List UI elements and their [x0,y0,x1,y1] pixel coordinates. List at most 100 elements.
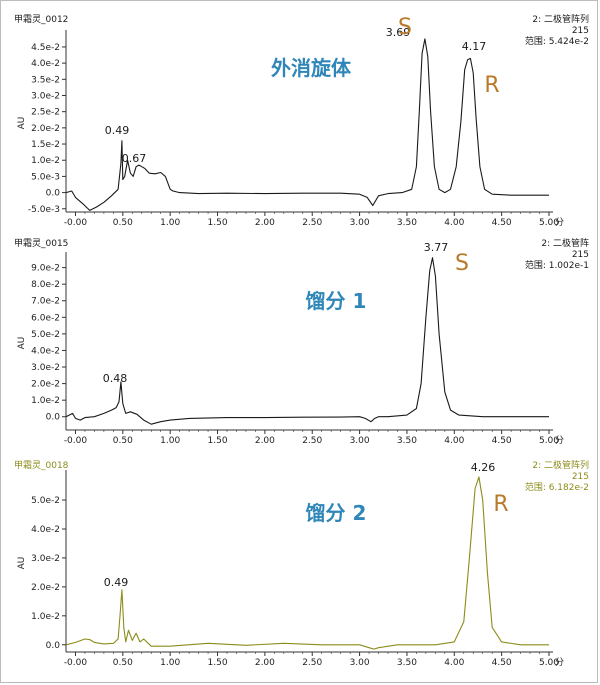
y-tick-label: 5.0e-2 [31,496,60,506]
x-tick-label: 3.00 [350,218,370,228]
x-tick-label: 4.50 [492,436,512,446]
peak-retention-label: 3.77 [424,241,449,254]
x-tick-label: 2.50 [302,218,322,228]
detector-info-line: 2: 二极管阵 [541,237,589,249]
x-tick-label: 0.50 [113,436,133,446]
y-tick-label: 3.0e-2 [31,363,60,373]
chromatogram-trace [65,257,549,425]
detector-info-line: 215 [572,26,589,36]
y-tick-label: 6.0e-2 [31,313,60,323]
x-tick-label: 1.50 [208,218,228,228]
x-tick-label: 0.50 [113,218,133,228]
chromatogram-panel-2: -0.00 0.50 1.00 1.50 2.00 2.50 3.00 3.50 4.00 4.5… [14,237,589,446]
peak-retention-label: 4.17 [462,40,487,53]
x-unit-label: 分 [555,217,564,228]
detector-info-line: 范围: 1.002e-1 [525,259,589,271]
sample-name: 甲霜灵_0015 [14,238,68,249]
x-tick-label: 4.50 [492,658,512,668]
x-tick-label: 2.50 [302,658,322,668]
peak-retention-label: 0.48 [103,372,128,385]
y-tick-label: 9.0e-2 [31,264,60,274]
x-tick-label: 4.50 [492,218,512,228]
detector-info-line: 215 [572,250,589,260]
y-tick-label: 7.0e-2 [31,297,60,307]
y-tick-label: 2.5e-2 [31,108,60,118]
panel-title: 馏分 2 [306,501,367,525]
x-tick-label: 3.00 [350,658,370,668]
y-tick-label: 0.0 [46,641,61,651]
y-tick-label: -5.0e-3 [28,205,60,215]
y-tick-label: 4.5e-2 [31,43,60,53]
enantiomer-label: S [455,251,469,276]
peak-retention-label: 4.26 [471,461,496,474]
x-tick-label: 1.00 [160,436,180,446]
x-tick-label: 5.00 [539,436,559,446]
y-tick-label: 0.0 [46,189,61,199]
x-tick-label: 5.00 [539,658,559,668]
y-tick-label: 3.0e-2 [31,91,60,101]
y-tick-label: 1.0e-2 [31,612,60,622]
chromatogram-panel-3: -0.00 0.50 1.00 1.50 2.00 2.50 3.00 3.50 4.00 4.5… [14,459,589,668]
peak-retention-label: 0.49 [104,576,129,589]
x-tick-label: 3.50 [397,218,417,228]
x-tick-label: 4.00 [444,658,464,668]
y-tick-label: 2.0e-2 [31,583,60,593]
chromatogram-trace [65,476,549,650]
y-tick-label: 2.0e-2 [31,380,60,390]
chromatogram-trace [65,38,549,211]
y-tick-label: 8.0e-2 [31,280,60,290]
y-tick-label: 4.0e-2 [31,59,60,69]
x-tick-label: 5.00 [539,218,559,228]
x-unit-label: 分 [555,435,564,446]
x-tick-label: -0.00 [64,658,88,668]
x-tick-label: -0.00 [64,436,88,446]
x-tick-label: 3.50 [397,658,417,668]
y-tick-label: 4.0e-2 [31,346,60,356]
x-tick-label: 1.00 [160,658,180,668]
peak-retention-label: 0.67 [122,152,147,165]
detector-info-line: 2: 二极管阵列 [532,13,589,25]
peak-retention-label: 0.49 [105,124,130,137]
y-tick-label: 3.0e-2 [31,554,60,564]
x-tick-label: 1.50 [208,658,228,668]
y-tick-label: 3.5e-2 [31,75,60,85]
x-tick-label: 1.50 [208,436,228,446]
y-tick-label: 1.0e-2 [31,156,60,166]
peak-retention-label: 3.69 [386,26,411,39]
x-unit-label: 分 [555,657,564,668]
x-tick-label: 2.00 [255,658,275,668]
y-axis-label: AU [17,557,27,570]
x-tick-label: 4.00 [444,218,464,228]
y-tick-label: 5.0e-3 [31,172,60,182]
x-tick-label: 4.00 [444,436,464,446]
sample-name: 甲霜灵_0012 [14,14,68,25]
panel-title: 馏分 1 [306,289,367,313]
x-tick-label: 1.00 [160,218,180,228]
chromatogram-panel-1: -0.00 0.50 1.00 1.50 2.00 2.50 3.00 3.50 4.00 4.5… [14,13,589,228]
x-tick-label: 0.50 [113,658,133,668]
x-tick-label: -0.00 [64,218,88,228]
x-tick-label: 3.00 [350,436,370,446]
x-tick-label: 2.00 [255,436,275,446]
y-tick-label: 1.0e-2 [31,396,60,406]
enantiomer-label: R [493,492,508,517]
detector-info-line: 2: 二极管阵列 [532,459,589,471]
detector-info-line: 范围: 6.182e-2 [525,481,589,493]
y-axis-label: AU [17,337,27,350]
sample-name: 甲霜灵_0018 [14,460,69,471]
x-tick-label: 2.00 [255,218,275,228]
x-tick-label: 3.50 [397,436,417,446]
y-tick-label: 1.5e-2 [31,140,60,150]
y-tick-label: 5.0e-2 [31,330,60,340]
x-tick-label: 2.50 [302,436,322,446]
y-tick-label: 4.0e-2 [31,525,60,535]
y-tick-label: 2.0e-2 [31,124,60,134]
panel-title: 外消旋体 [271,56,352,80]
detector-info-line: 范围: 5.424e-2 [525,35,589,47]
y-tick-label: 0.0 [46,413,61,423]
detector-info-line: 215 [572,472,589,482]
enantiomer-label: S [398,15,412,40]
y-axis-label: AU [17,117,27,130]
